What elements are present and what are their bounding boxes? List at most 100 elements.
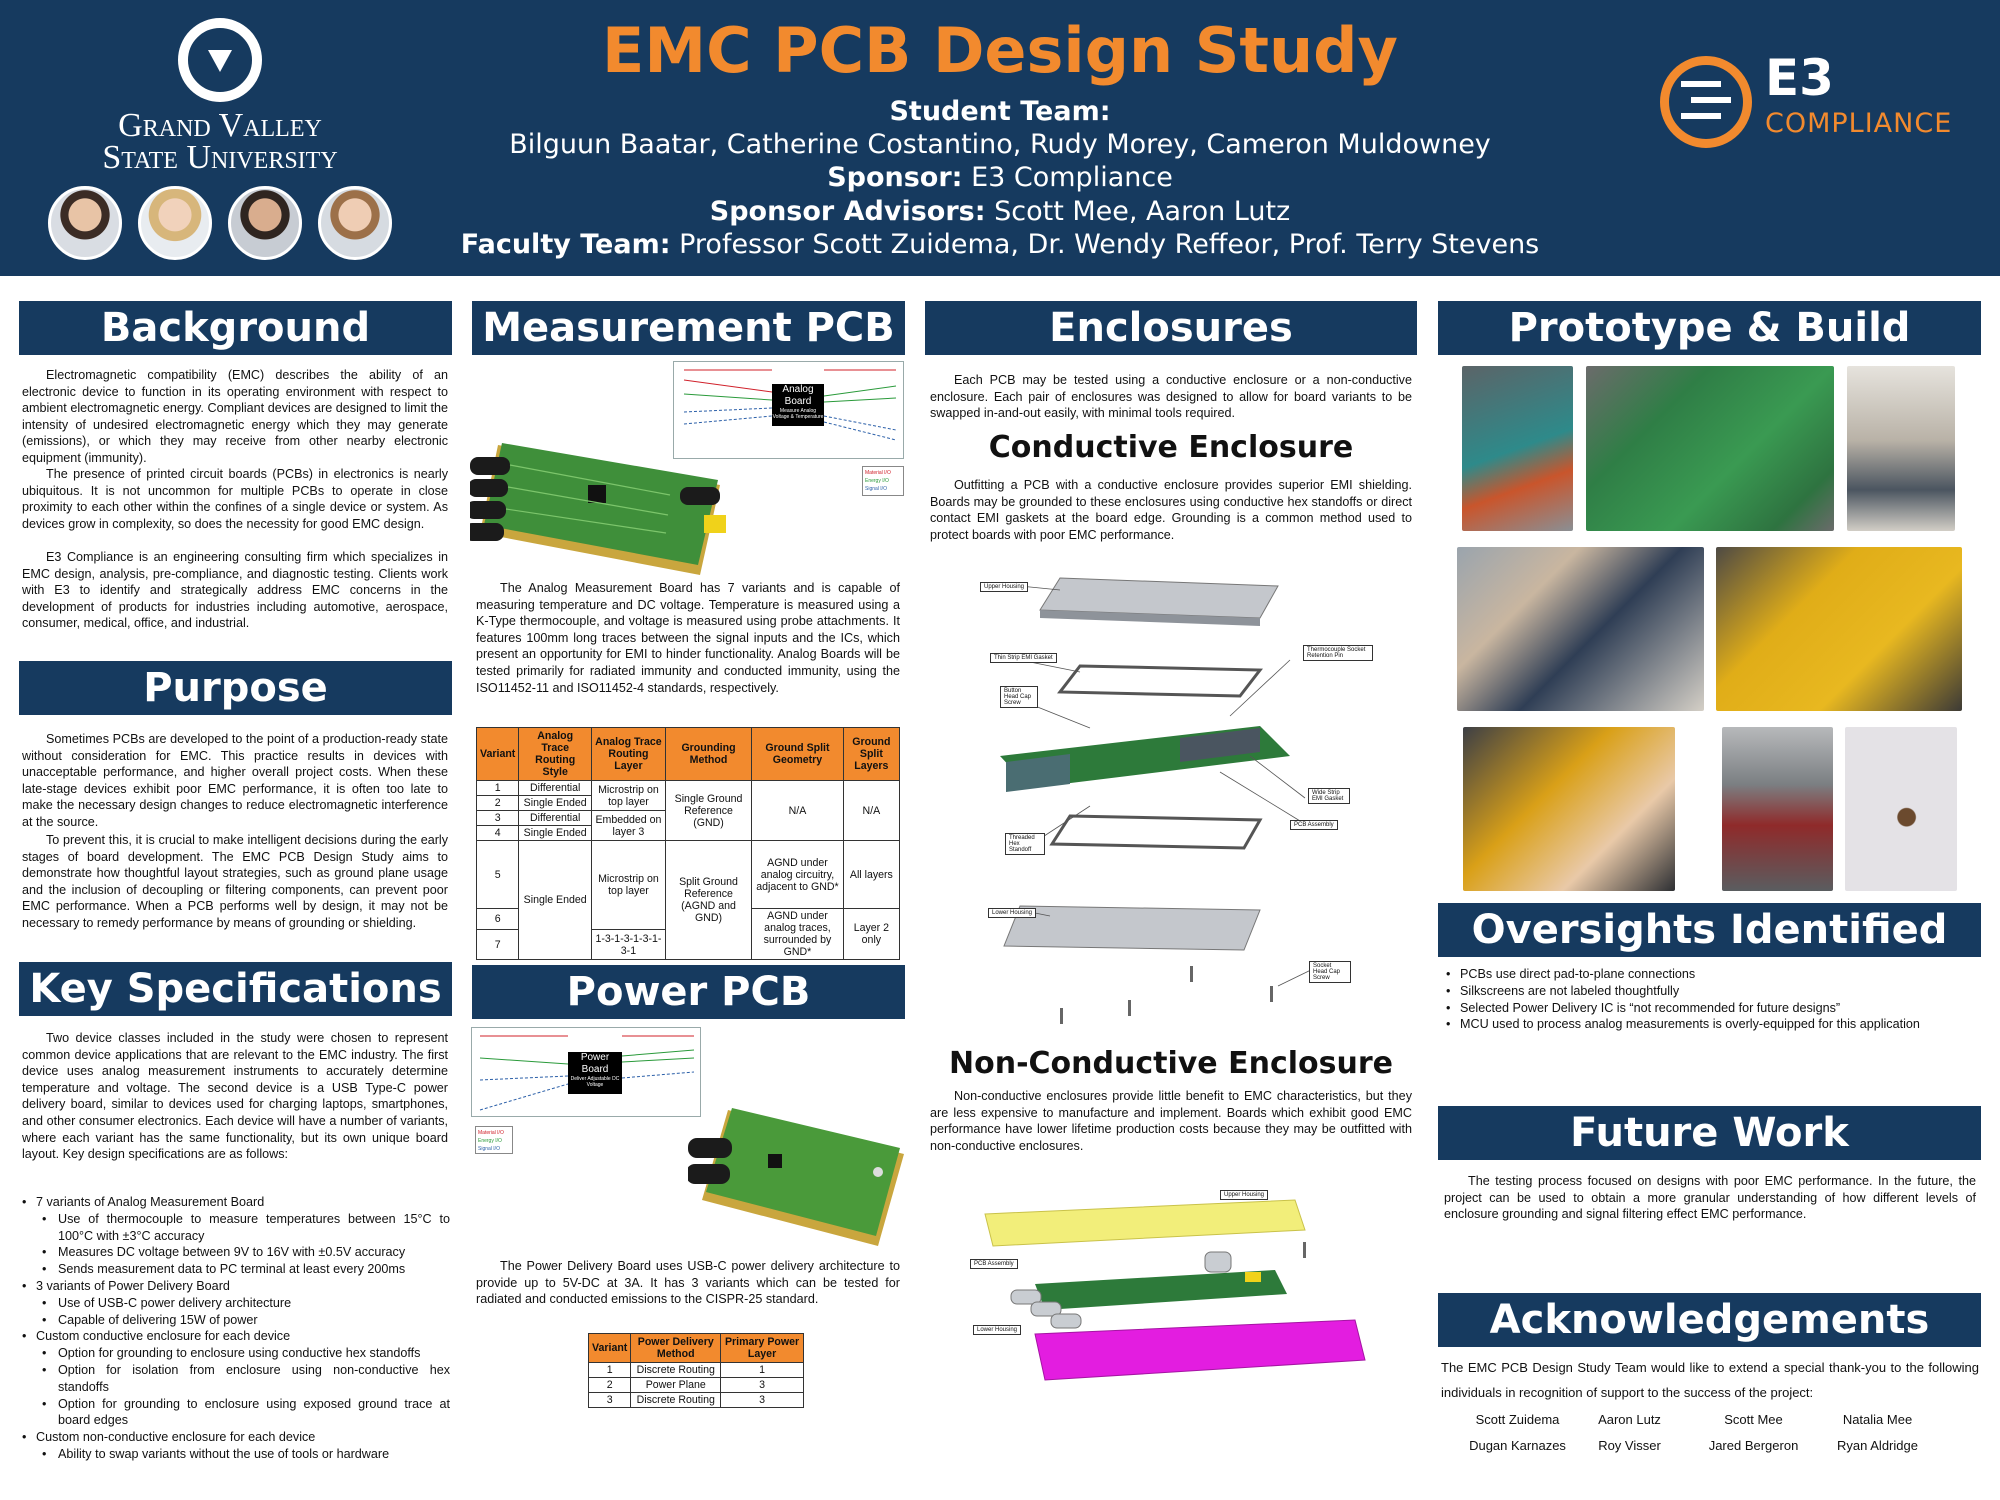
table-row: 7 1-3-1-3-1-3-1-3-1 — [475, 929, 900, 960]
sponsor-label: Sponsor: — [827, 162, 963, 193]
conductive-enclosure-paragraph: Outfitting a PCB with a conductive enclo… — [930, 478, 1412, 542]
analog-board-block-label: Analog Board — [782, 384, 814, 407]
team-photo — [318, 186, 392, 260]
spec-item: 7 variants of Analog Measurement Board — [20, 1194, 450, 1211]
table-row: 4 Single Ended — [475, 825, 900, 841]
purpose-paragraph-1: Sometimes PCBs are developed to the poin… — [22, 732, 448, 829]
table-cell: Split Ground Reference (AGND and GND) — [664, 840, 753, 960]
power-variant-table: Variant Power Delivery Method Primary Po… — [587, 1333, 804, 1408]
build-photo — [1586, 366, 1834, 531]
analog-board-block: Analog Board Measure Analog Voltage & Te… — [772, 384, 824, 426]
table-header: Variant — [587, 1333, 632, 1363]
table-cell: 5 — [475, 840, 520, 909]
analog-variant-table: Variant Analog Trace Routing Style Analo… — [475, 727, 901, 960]
build-photo — [1463, 727, 1675, 891]
table-cell: AGND under analog traces, surrounded by … — [751, 908, 844, 960]
key-specifications-heading: Key Specifications — [19, 962, 452, 1016]
spec-subitem: Measures DC voltage between 9V to 16V wi… — [20, 1244, 450, 1261]
gvsu-mark-icon — [178, 18, 262, 102]
spec-subitem: Option for grounding to enclosure using … — [20, 1396, 450, 1430]
diagram-arrows — [479, 1035, 695, 1111]
table-header: Grounding Method — [664, 727, 753, 781]
table-cell: 3 — [475, 810, 520, 826]
enclosures-paragraph: Each PCB may be tested using a conductiv… — [930, 373, 1412, 421]
spec-item: Custom non-conductive enclosure for each… — [20, 1429, 450, 1446]
team-photo — [48, 186, 122, 260]
background-paragraph-2: The presence of printed circuit boards (… — [22, 467, 448, 531]
table-cell: 3 — [587, 1392, 632, 1408]
table-cell: 2 — [475, 795, 520, 811]
table-cell: 3 — [720, 1392, 804, 1408]
spec-subitem: Ability to swap variants without the use… — [20, 1446, 450, 1463]
build-photo — [1847, 366, 1955, 531]
measurement-board-render — [470, 443, 726, 575]
acknowledgements-paragraph: The EMC PCB Design Study Team would like… — [1441, 1360, 1979, 1400]
ack-name: Aaron Lutz — [1598, 1412, 1661, 1427]
callout-button-screw: Button Head Cap Screw — [1000, 686, 1038, 708]
table-header: Variant — [475, 727, 520, 781]
ack-name: Ryan Aldridge — [1837, 1438, 1918, 1453]
future-work-paragraph: The testing process focused on designs w… — [1444, 1174, 1976, 1222]
prototype-heading: Prototype & Build — [1438, 301, 1981, 355]
ack-name: Scott Zuidema — [1475, 1412, 1560, 1427]
oversights-list: PCBs use direct pad-to-plane connections… — [1444, 966, 1980, 1033]
gvsu-logo: Grand Valley State University — [60, 18, 380, 176]
table-cell: N/A — [842, 780, 901, 841]
table-cell: N/A — [751, 780, 844, 841]
advisors-line: Sponsor Advisors: Scott Mee, Aaron Lutz — [400, 196, 1600, 227]
e3-logo-text: E3 — [1765, 49, 1834, 107]
table-header: Ground Split Layers — [842, 727, 901, 781]
nonconductive-enclosure-heading: Non-Conductive Enclosure — [949, 1046, 1393, 1081]
advisors-names: Scott Mee, Aaron Lutz — [994, 196, 1291, 227]
callout-pcb-assembly: PCB Assembly — [1290, 820, 1338, 830]
team-photos — [48, 186, 398, 264]
table-header: Power Delivery Method — [630, 1333, 722, 1363]
purpose-paragraph-2: To prevent this, it is crucial to make i… — [22, 833, 448, 930]
diagram-legend: Material I/O Energy I/O Signal I/O — [862, 466, 904, 496]
student-team-names: Bilguun Baatar, Catherine Costantino, Ru… — [509, 129, 1491, 160]
sponsor-name: E3 Compliance — [971, 162, 1173, 193]
table-cell: Single Ended — [518, 840, 593, 960]
spec-item: Custom conductive enclosure for each dev… — [20, 1328, 450, 1345]
table-cell: 2 — [587, 1377, 632, 1393]
table-cell: 6 — [475, 908, 520, 930]
power-functional-diagram: Power Board Deliver Adjustable DC Voltag… — [471, 1027, 701, 1117]
legend-item: Energy I/O — [865, 478, 889, 484]
table-cell: Power Plane — [630, 1377, 722, 1393]
legend-item: Material I/O — [865, 470, 891, 476]
table-cell: Differential — [518, 810, 593, 826]
background-heading: Background — [19, 301, 452, 355]
spec-item: 3 variants of Power Delivery Board — [20, 1278, 450, 1295]
legend-item: Energy I/O — [478, 1138, 502, 1144]
table-row: 1 Differential Microstrip on top layer S… — [475, 780, 901, 841]
ack-name: Jared Bergeron — [1708, 1438, 1799, 1453]
spec-subitem: Option for isolation from enclosure usin… — [20, 1362, 450, 1396]
ack-name: Scott Mee — [1724, 1412, 1783, 1427]
table-cell: Single Ended — [518, 825, 593, 841]
table-cell: Microstrip on top layer — [591, 780, 666, 811]
spec-subitem: Sends measurement data to PC terminal at… — [20, 1261, 450, 1278]
spec-subitem: Use of thermocouple to measure temperatu… — [20, 1211, 450, 1245]
table-cell: All layers — [842, 840, 901, 909]
spec-subitem: Option for grounding to enclosure using … — [20, 1345, 450, 1362]
e3-compliance-logo: E3 COMPLIANCE — [1660, 50, 1980, 160]
table-cell: Discrete Routing — [630, 1392, 722, 1408]
oversight-item: Selected Power Delivery IC is “not recom… — [1444, 1000, 1980, 1017]
gvsu-name-line2: State University — [102, 139, 338, 176]
table-header-row: Variant Analog Trace Routing Style Analo… — [475, 727, 901, 781]
future-work-heading: Future Work — [1438, 1106, 1981, 1160]
table-header: Ground Split Geometry — [751, 727, 844, 781]
callout-thermocouple-pin: Thermocouple Socket Retention Pin — [1303, 645, 1373, 661]
key-specifications-list: 7 variants of Analog Measurement Board U… — [20, 1194, 450, 1463]
table-cell: 1 — [587, 1362, 632, 1378]
table-header: Analog Trace Routing Style — [518, 727, 593, 781]
table-cell: Single Ended — [518, 795, 593, 811]
nonconductive-enclosure-paragraph: Non-conductive enclosures provide little… — [930, 1089, 1412, 1153]
oversights-heading: Oversights Identified — [1438, 903, 1981, 957]
table-cell: Layer 2 only — [842, 908, 901, 960]
table-row: 3 Discrete Routing 3 — [587, 1392, 804, 1408]
power-pcb-paragraph: The Power Delivery Board uses USB-C powe… — [476, 1259, 900, 1307]
faculty-names: Professor Scott Zuidema, Dr. Wendy Reffe… — [679, 229, 1540, 260]
power-board-block-sublabel: Deliver Adjustable DC Voltage — [570, 1076, 620, 1088]
